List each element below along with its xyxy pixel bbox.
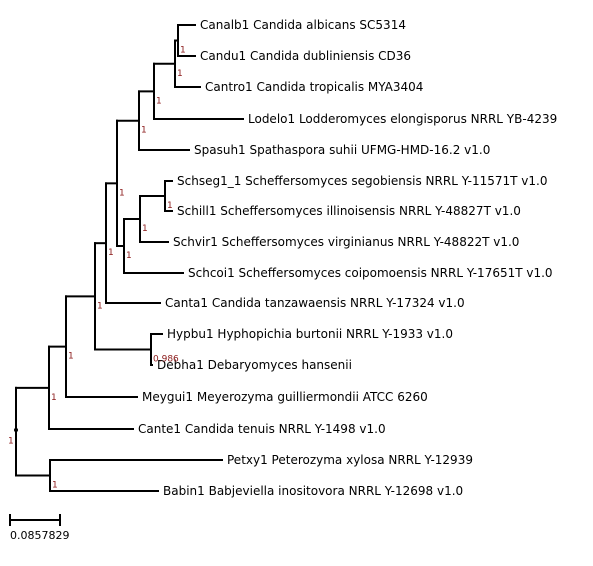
support-value: 1 [68,352,74,362]
support-value: 1 [97,301,103,311]
support-value: 1 [108,248,114,258]
support-value: 1 [8,437,14,447]
support-value: 1 [177,69,183,79]
leaf-label: Babin1 Babjeviella inositovora NRRL Y-12… [163,484,463,498]
leaf-label: Cante1 Candida tenuis NRRL Y-1498 v1.0 [138,422,386,436]
support-value: 0.986 [153,355,179,365]
leaf-label: Schill1 Scheffersomyces illinoisensis NR… [177,204,521,218]
root-node [14,428,18,432]
support-value: 1 [126,251,132,261]
leaf-label: Candu1 Candida dubliniensis CD36 [200,49,411,63]
leaf-label: Schvir1 Scheffersomyces virginianus NRRL… [173,235,519,249]
tree-branches [15,24,244,492]
leaf-label: Debha1 Debaryomyces hansenii [157,358,352,372]
scale-bar: 0.0857829 [9,514,70,542]
leaf-label: Canalb1 Candida albicans SC5314 [200,18,406,32]
leaf-label: Spasuh1 Spathaspora suhii UFMG-HMD-16.2 … [194,143,490,157]
support-value: 1 [167,201,173,211]
leaf-label: Schcoi1 Scheffersomyces coipomoensis NRR… [188,266,553,280]
support-value: 1 [119,188,125,198]
leaf-labels: Canalb1 Candida albicans SC5314 Candu1 Ca… [138,18,557,498]
leaf-label: Cantro1 Candida tropicalis MYA3404 [205,80,423,94]
leaf-label: Lodelo1 Lodderomyces elongisporus NRRL Y… [248,112,557,126]
support-value: 1 [51,393,57,403]
leaf-label: Schseg1_1 Scheffersomyces segobiensis NR… [177,174,547,188]
support-value: 1 [142,224,148,234]
support-values: 1 1 1 1 1 1 1 1 1 0.986 1 1 1 1 1 [8,46,186,491]
scale-bar-label: 0.0857829 [10,529,70,542]
leaf-label: Hypbu1 Hyphopichia burtonii NRRL Y-1933 … [167,327,453,341]
support-value: 1 [180,46,186,56]
support-value: 1 [156,96,162,106]
leaf-label: Petxy1 Peterozyma xylosa NRRL Y-12939 [227,453,473,467]
support-value: 1 [52,481,58,491]
leaf-label: Canta1 Candida tanzawaensis NRRL Y-17324… [165,296,465,310]
leaf-label: Meygui1 Meyerozyma guilliermondii ATCC 6… [142,390,428,404]
support-value: 1 [141,126,147,136]
